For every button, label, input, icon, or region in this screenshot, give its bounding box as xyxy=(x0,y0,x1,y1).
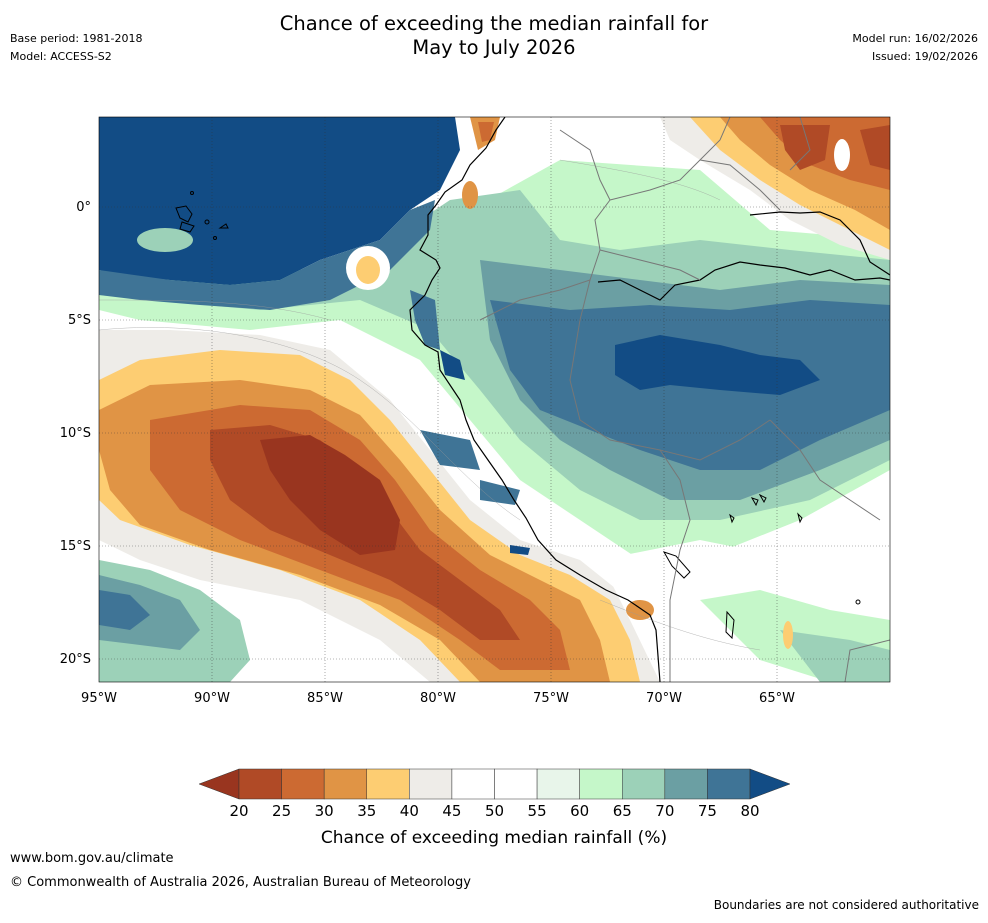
colorbar-cell xyxy=(238,768,282,800)
colorbar-tick-label: 30 xyxy=(315,802,334,820)
lat-label: 0° xyxy=(76,200,91,215)
colorbar-cell xyxy=(664,768,708,800)
colorbar-tick-label: 50 xyxy=(485,802,504,820)
colorbar-tick-label: 65 xyxy=(613,802,632,820)
lon-label: 95°W xyxy=(81,691,117,706)
colorbar-tick-label: 20 xyxy=(229,802,248,820)
lon-axis: 95°W 90°W 85°W 80°W 75°W 70°W 65°W xyxy=(81,691,795,706)
colorbar-tick-label: 60 xyxy=(570,802,589,820)
footer-disclaimer: Boundaries are not considered authoritat… xyxy=(713,898,979,912)
colorbar-cell xyxy=(579,768,623,800)
dry-core xyxy=(260,435,400,555)
lat-axis: 0° 5°S 10°S 15°S 20°S xyxy=(60,200,91,667)
colorbar-high-arrow xyxy=(749,768,791,800)
colorbar-cell xyxy=(409,768,453,800)
chart-title: Chance of exceeding the median rainfall … xyxy=(0,12,988,60)
colorbar-cell xyxy=(622,768,666,800)
meta-right: Model run: 16/02/2026 Issued: 19/02/2026 xyxy=(852,30,978,66)
footer-url[interactable]: www.bom.gov.au/climate xyxy=(10,851,174,866)
title-line-2: May to July 2026 xyxy=(412,36,576,59)
lon-label: 85°W xyxy=(307,691,343,706)
colorbar-label: Chance of exceeding median rainfall (%) xyxy=(321,828,667,848)
colorbar-tick-label: 40 xyxy=(400,802,419,820)
colorbar-cell xyxy=(707,768,751,800)
model-name: Model: ACCESS-S2 xyxy=(10,50,112,63)
colorbar-tick-label: 45 xyxy=(442,802,461,820)
colorbar-cell xyxy=(281,768,325,800)
lat-label: 5°S xyxy=(68,313,91,328)
north-coast xyxy=(597,261,890,301)
map-frame xyxy=(98,116,891,683)
footer-copyright: © Commonwealth of Australia 2026, Austra… xyxy=(10,875,471,890)
amazon-core xyxy=(615,335,820,395)
colorbar-tick-label: 75 xyxy=(698,802,717,820)
colorbar-cell xyxy=(494,768,538,800)
colorbar-cell xyxy=(366,768,410,800)
galapagos-pocket xyxy=(137,228,193,252)
colorbar-tick-label: 35 xyxy=(357,802,376,820)
colorbar-tick-label: 55 xyxy=(528,802,547,820)
graticule xyxy=(99,117,890,682)
lat-label: 10°S xyxy=(60,426,91,441)
lon-label: 80°W xyxy=(420,691,456,706)
lake-titicaca xyxy=(662,493,861,640)
model-run: Model run: 16/02/2026 xyxy=(852,32,978,45)
colorbar: 20 25 30 35 40 45 50 55 60 65 70 75 80 Chance of exc… xyxy=(198,768,791,848)
colorbar-tick-label: 25 xyxy=(272,802,291,820)
lon-label: 75°W xyxy=(533,691,569,706)
title-line-1: Chance of exceeding the median rainfall … xyxy=(279,12,709,35)
galapagos-islands xyxy=(175,191,229,240)
map-panel xyxy=(99,117,890,682)
country-borders xyxy=(479,117,890,682)
se-pacific-core xyxy=(99,575,200,650)
north-dry-20 xyxy=(780,125,830,170)
lon-label: 90°W xyxy=(194,691,230,706)
coastline xyxy=(409,117,661,682)
colorbar-tick-label: 80 xyxy=(740,802,759,820)
lat-label: 15°S xyxy=(60,539,91,554)
colorbar-tick-label: 70 xyxy=(655,802,674,820)
issued-date: Issued: 19/02/2026 xyxy=(871,50,978,63)
lon-label: 70°W xyxy=(646,691,682,706)
base-period: Base period: 1981-2018 xyxy=(10,32,143,45)
colorbar-cell xyxy=(536,768,580,800)
colorbar-cell xyxy=(451,768,495,800)
meta-left: Base period: 1981-2018 Model: ACCESS-S2 xyxy=(10,30,142,66)
colorbar-low-arrow xyxy=(198,768,240,800)
north-pacific-edge xyxy=(99,200,435,310)
colorbar-cell xyxy=(323,768,367,800)
lon-label: 65°W xyxy=(759,691,795,706)
lat-label: 20°S xyxy=(60,652,91,667)
